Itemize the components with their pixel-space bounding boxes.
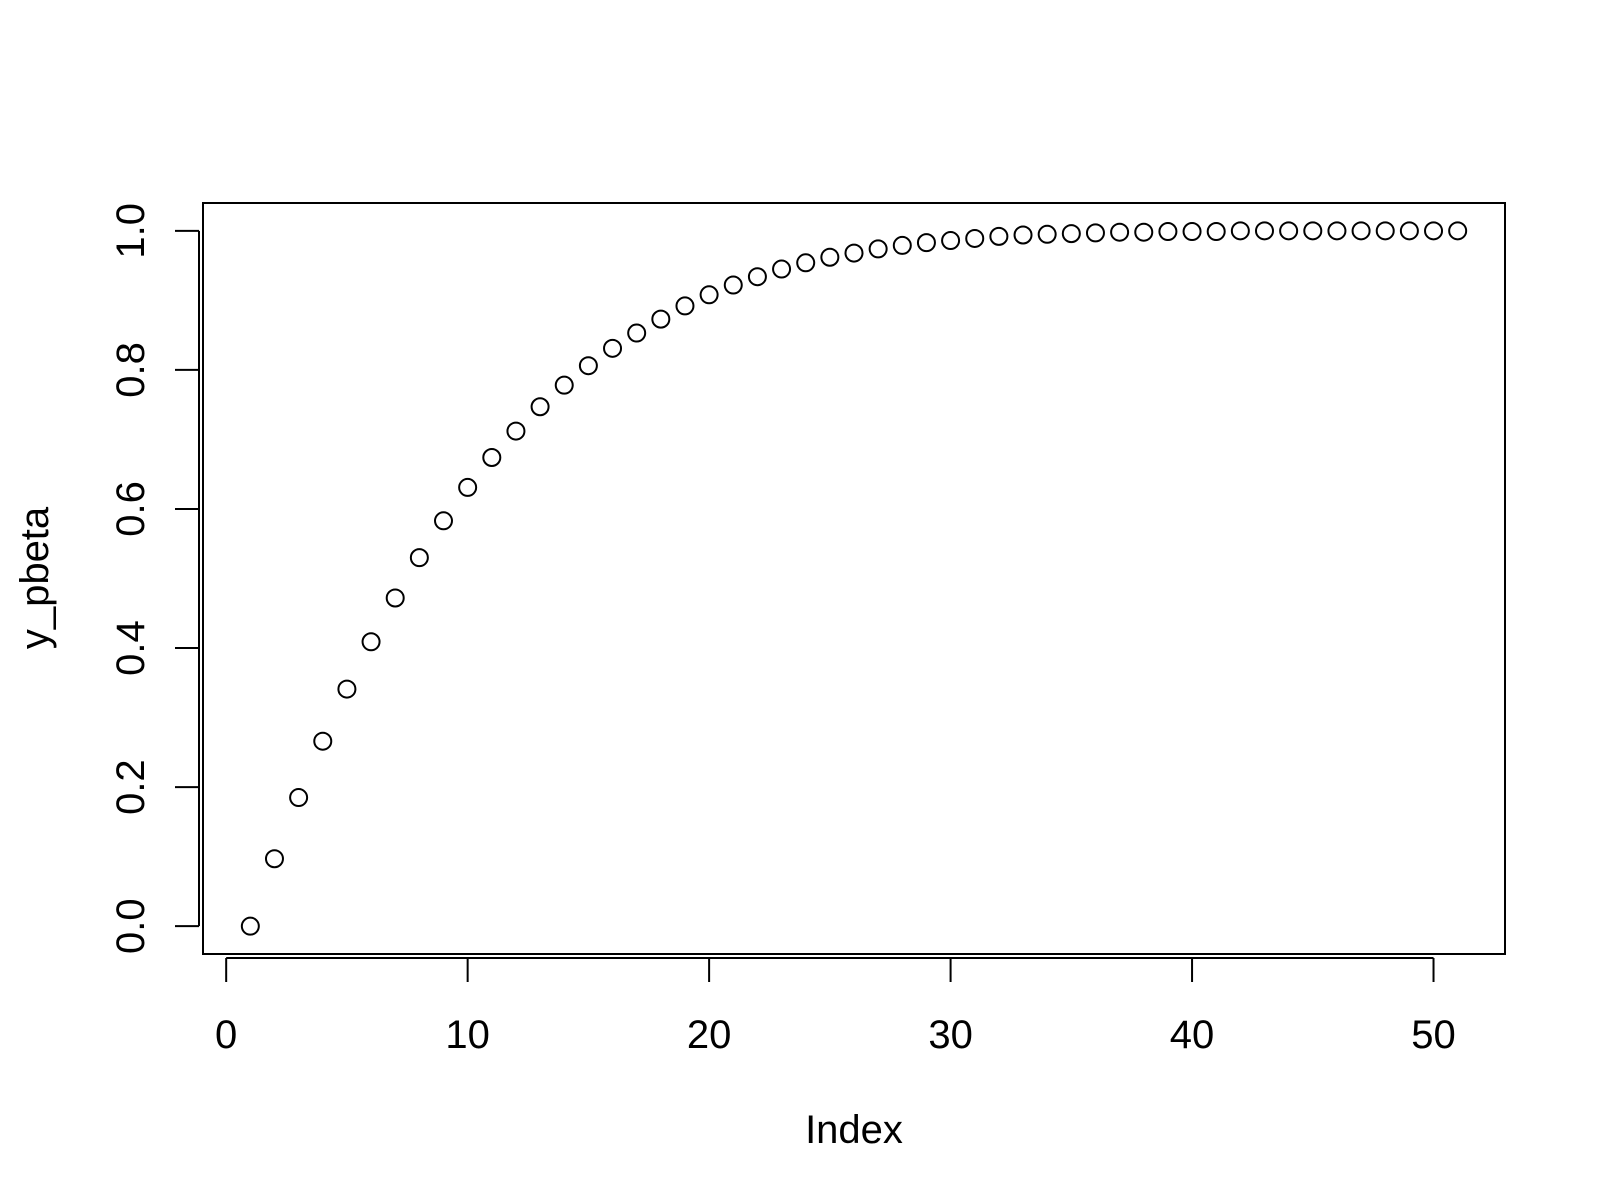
data-point	[1037, 224, 1057, 244]
data-point	[361, 632, 381, 652]
data-point	[651, 309, 671, 329]
data-point	[747, 267, 767, 287]
data-point	[1303, 221, 1323, 241]
data-point	[385, 588, 405, 608]
data-point	[506, 421, 526, 441]
data-point	[434, 511, 454, 531]
y-tick-label: 0.4	[109, 620, 153, 676]
data-point	[1375, 221, 1395, 241]
data-point	[1327, 221, 1347, 241]
data-point	[892, 235, 912, 255]
data-point	[530, 397, 550, 417]
data-point	[916, 233, 936, 253]
data-point	[313, 731, 333, 751]
data-point	[820, 247, 840, 267]
y-tick-label: 0.0	[109, 898, 153, 954]
data-point	[554, 375, 574, 395]
data-point	[578, 356, 598, 376]
data-point	[264, 849, 284, 869]
data-point	[868, 239, 888, 259]
data-point	[1085, 223, 1105, 243]
data-point	[989, 226, 1009, 246]
data-point	[1424, 221, 1444, 241]
x-axis: 0 10 20 30 40 50	[215, 957, 1456, 1057]
y-tick-label: 0.6	[109, 481, 153, 537]
x-tick-label: 0	[215, 1013, 237, 1057]
data-point	[1110, 222, 1130, 242]
data-point	[482, 448, 502, 468]
data-point	[337, 679, 357, 699]
y-axis: 0.0 0.2 0.4 0.6 0.8 1.0	[109, 203, 200, 954]
x-tick-label: 20	[687, 1013, 732, 1057]
data-point	[1061, 224, 1081, 244]
data-point	[675, 296, 695, 316]
plot-frame	[202, 202, 1506, 955]
data-point	[772, 259, 792, 279]
data-point	[603, 338, 623, 358]
data-point	[723, 275, 743, 295]
data-point	[1134, 222, 1154, 242]
data-point	[1279, 221, 1299, 241]
data-point	[1158, 222, 1178, 242]
y-tick-label: 1.0	[109, 203, 153, 259]
data-point	[240, 916, 260, 936]
data-point	[699, 285, 719, 305]
data-point	[844, 243, 864, 263]
data-point	[458, 477, 478, 497]
x-axis-label: Index	[805, 1108, 903, 1152]
data-point	[1448, 221, 1468, 241]
data-point	[941, 231, 961, 251]
data-point	[289, 788, 309, 808]
x-tick-label: 10	[445, 1013, 490, 1057]
data-point	[965, 228, 985, 248]
data-point	[1351, 221, 1371, 241]
data-point	[627, 323, 647, 343]
x-tick-label: 40	[1170, 1013, 1215, 1057]
data-point	[1013, 225, 1033, 245]
x-tick-label: 30	[928, 1013, 973, 1057]
x-tick-label: 50	[1411, 1013, 1456, 1057]
data-point	[1254, 221, 1274, 241]
data-point	[409, 548, 429, 568]
y-tick-label: 0.2	[109, 759, 153, 815]
data-point	[1182, 222, 1202, 242]
data-point	[1399, 221, 1419, 241]
data-point	[1230, 221, 1250, 241]
data-points	[240, 221, 1468, 936]
y-axis-label: y_pbeta	[13, 506, 57, 649]
data-point	[1206, 222, 1226, 242]
data-point	[796, 253, 816, 273]
y-tick-label: 0.8	[109, 342, 153, 398]
